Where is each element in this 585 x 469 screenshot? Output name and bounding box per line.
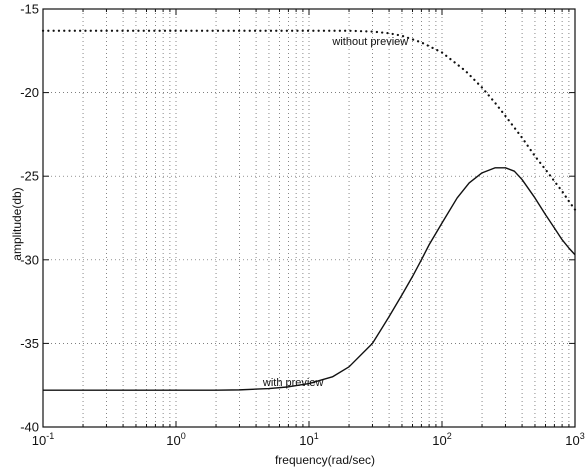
y-tick-label: -15 <box>20 2 39 17</box>
x-tick-label: 10-1 <box>32 431 54 448</box>
series-line-with-preview <box>43 167 576 391</box>
x-tick-base: 10 <box>565 433 579 448</box>
x-tick-base: 10 <box>32 433 46 448</box>
y-tick-label: -30 <box>20 252 39 267</box>
annotations: without preview with preview <box>262 36 408 389</box>
x-tick-label: 101 <box>299 431 318 448</box>
x-tick-exponent: 1 <box>314 431 319 441</box>
y-tick-label: -25 <box>20 169 39 184</box>
x-axis-label: frequency(rad/sec) <box>275 453 375 467</box>
x-tick-base: 10 <box>166 433 180 448</box>
series-annotation: without preview <box>331 36 408 48</box>
x-tick-label: 102 <box>432 431 451 448</box>
x-tick-exponent: -1 <box>46 431 54 441</box>
data-series <box>41 29 577 391</box>
series-line-without-preview <box>41 29 577 211</box>
y-tick-label: -40 <box>20 420 39 435</box>
y-tick-label: -35 <box>20 336 39 351</box>
y-axis-label: amplitude(db) <box>10 187 24 260</box>
x-tick-base: 10 <box>299 433 313 448</box>
x-tick-exponent: 2 <box>447 431 452 441</box>
x-tick-exponent: 0 <box>181 431 186 441</box>
x-tick-base: 10 <box>432 433 446 448</box>
x-tick-exponent: 3 <box>580 431 585 441</box>
x-tick-label: 100 <box>166 431 185 448</box>
y-tick-label: -20 <box>20 85 39 100</box>
x-tick-label: 103 <box>565 431 584 448</box>
plot-frame <box>42 8 576 428</box>
series-annotation: with preview <box>262 377 324 389</box>
grid-lines <box>43 9 575 427</box>
